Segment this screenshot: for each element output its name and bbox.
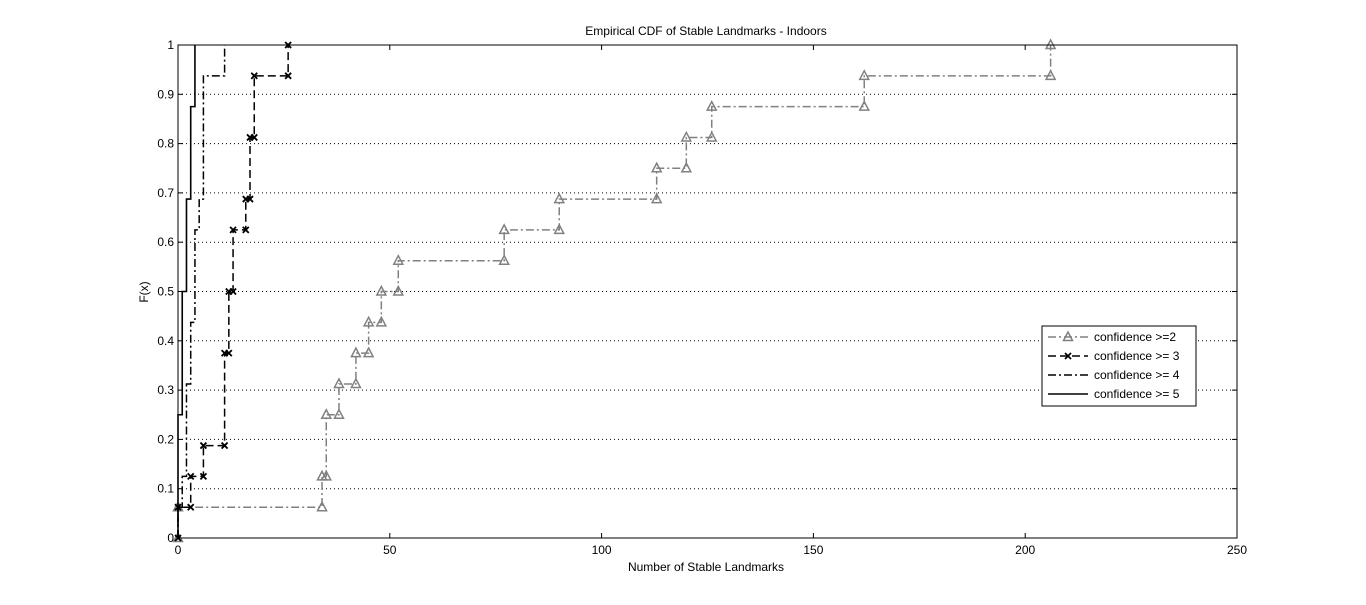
data-point-marker — [320, 408, 333, 419]
marker-stroke — [187, 503, 195, 511]
data-point-marker — [858, 69, 870, 81]
marker-stroke — [199, 441, 208, 450]
data-point-marker — [858, 100, 870, 111]
x-tick-label: 50 — [383, 543, 397, 557]
data-point-marker — [1062, 330, 1074, 342]
legend-entry: confidence >= 4 — [1048, 368, 1180, 382]
data-point-marker — [553, 192, 565, 204]
marker-stroke — [250, 133, 258, 142]
data-point-marker — [199, 441, 208, 450]
series-line — [177, 45, 226, 538]
data-point-marker — [1044, 38, 1057, 50]
x-tick-label: 150 — [803, 543, 823, 557]
y-tick-label: 0 — [167, 531, 174, 545]
data-point-marker — [229, 226, 237, 234]
marker-stroke — [1064, 352, 1072, 360]
legend-label: confidence >= 3 — [1094, 349, 1180, 363]
data-point-marker — [172, 531, 184, 543]
y-tick-label: 0.4 — [157, 334, 174, 348]
data-point-marker — [650, 192, 663, 204]
data-point-marker — [246, 195, 254, 203]
legend-entry: confidence >= 5 — [1048, 387, 1180, 401]
chart-title: Empirical CDF of Stable Landmarks - Indo… — [585, 24, 826, 38]
series-line — [177, 45, 196, 538]
data-point-marker — [498, 223, 510, 235]
data-point-marker — [250, 72, 258, 80]
data-point-marker — [284, 72, 292, 80]
data-point-marker — [187, 472, 195, 481]
legend-label: confidence >=2 — [1094, 330, 1176, 344]
data-point-marker — [242, 226, 250, 234]
marker-stroke — [220, 441, 229, 450]
data-point-marker — [333, 408, 345, 419]
data-point-marker — [320, 469, 333, 481]
data-point-marker — [187, 503, 195, 511]
y-tick-label: 1 — [167, 38, 174, 52]
data-point-marker — [498, 254, 510, 265]
data-point-marker — [392, 284, 405, 296]
marker-stroke — [284, 72, 292, 80]
y-tick-label: 0.7 — [157, 186, 174, 200]
x-tick-label: 200 — [1015, 543, 1035, 557]
data-point-marker — [1044, 69, 1057, 81]
legend: confidence >=2 confidence >= 3 confidence … — [1041, 325, 1197, 407]
data-point-marker — [392, 254, 405, 265]
data-point-marker — [680, 130, 693, 142]
data-point-marker — [250, 133, 258, 142]
legend-entry: confidence >= 3 — [1048, 349, 1180, 363]
y-tick-label: 0.2 — [157, 432, 174, 446]
y-tick-label: 0.5 — [157, 285, 174, 299]
marker-stroke — [242, 226, 250, 234]
marker-stroke — [187, 472, 195, 481]
marker-stroke — [246, 195, 254, 203]
data-point-marker — [375, 315, 388, 327]
data-point-marker — [229, 287, 237, 296]
legend-label: confidence >= 4 — [1094, 368, 1180, 382]
data-point-marker — [362, 346, 375, 358]
marker-stroke — [225, 349, 233, 357]
series-1 — [172, 38, 1057, 543]
series-2 — [174, 41, 292, 542]
data-point-marker — [1064, 352, 1072, 360]
marker-stroke — [199, 472, 208, 481]
x-tick-label: 250 — [1227, 543, 1247, 557]
marker-stroke — [229, 287, 237, 296]
series-4 — [177, 45, 196, 538]
x-axis-label: Number of Stable Landmarks — [628, 560, 784, 574]
legend-entry: confidence >=2 — [1048, 330, 1176, 344]
data-point-marker — [650, 161, 663, 173]
data-point-marker — [553, 223, 565, 235]
series-line — [177, 45, 289, 538]
data-point-marker — [680, 161, 693, 173]
x-tick-label: 0 — [175, 543, 182, 557]
y-tick-label: 0.9 — [157, 87, 174, 101]
y-tick-label: 0.3 — [157, 383, 174, 397]
marker-stroke — [250, 72, 258, 80]
data-point-marker — [705, 130, 718, 142]
data-point-marker — [220, 441, 229, 450]
data-point-marker — [705, 100, 718, 111]
axis-ticks: 0 0.1 0.2 0.3 0.4 0.5 0.6 0.7 0.8 0.9 1 0 50 100 150 20… — [157, 38, 1247, 557]
y-axis-label: F(x) — [137, 281, 151, 302]
data-point-marker — [316, 500, 328, 512]
data-point-marker — [199, 472, 208, 481]
marker-stroke — [229, 226, 237, 234]
legend-box — [1041, 325, 1197, 407]
data-point-marker — [225, 349, 233, 357]
legend-label: confidence >= 5 — [1094, 387, 1180, 401]
y-tick-label: 0.6 — [157, 235, 174, 249]
data-point-marker — [333, 377, 345, 389]
series-3 — [177, 45, 226, 538]
data-point-marker — [350, 377, 362, 389]
x-tick-label: 100 — [592, 543, 612, 557]
series-layer — [172, 38, 1057, 543]
data-point-marker — [350, 346, 362, 358]
y-tick-label: 0.8 — [157, 137, 174, 151]
data-point-marker — [362, 315, 375, 327]
y-tick-label: 0.1 — [157, 482, 174, 496]
data-point-marker — [375, 284, 388, 296]
